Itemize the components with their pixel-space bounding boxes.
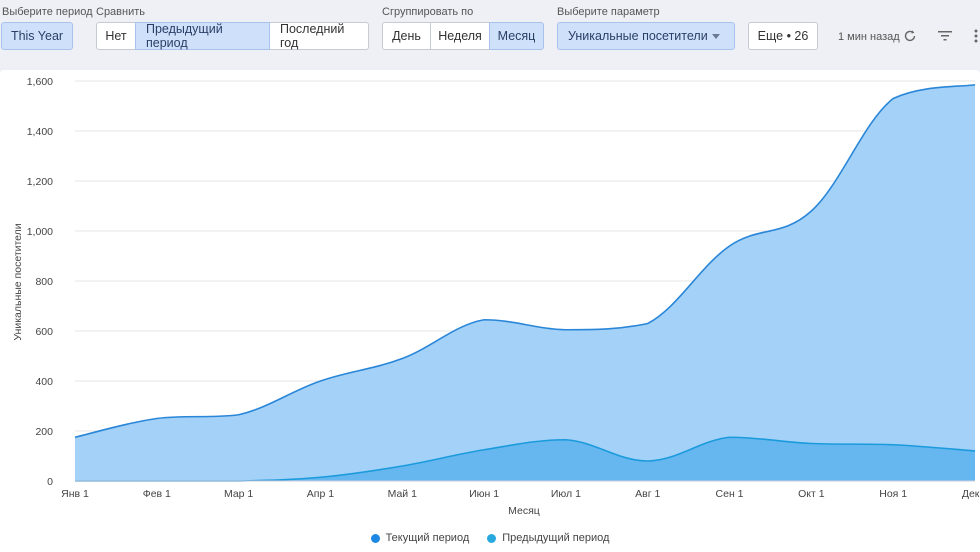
y-tick-label: 1,600 [27, 76, 53, 88]
legend-label-previous: Предыдущий период [502, 532, 610, 544]
y-axis-ticks: 0 200 400 600 800 1,000 1,200 1,400 1,600 [27, 76, 53, 488]
group-option-week[interactable]: Неделя [430, 22, 490, 50]
chart-areas [74, 83, 976, 482]
x-tick-label: Мар 1 [224, 488, 253, 500]
line-current-period [74, 83, 976, 439]
more-vertical-icon[interactable] [967, 27, 980, 45]
group-label: Сгруппировать по [382, 6, 474, 18]
period-select-button[interactable]: This Year [1, 22, 73, 50]
y-tick-label: 0 [47, 476, 53, 488]
x-tick-label: Ноя 1 [879, 488, 907, 500]
refresh-icon[interactable] [901, 27, 919, 45]
legend-label-current: Текущий период [385, 532, 470, 544]
y-axis-label: Уникальные посетители [12, 223, 24, 340]
y-tick-label: 1,400 [27, 126, 53, 138]
x-tick-label: Янв 1 [61, 488, 89, 500]
area-current-period [75, 84, 975, 481]
x-tick-label: Июн 1 [469, 488, 499, 500]
legend-marker-previous [487, 533, 497, 543]
y-tick-label: 1,200 [27, 176, 53, 188]
y-tick-label: 200 [35, 426, 53, 438]
legend-marker-current [370, 533, 380, 543]
legend-item-previous[interactable]: Предыдущий период [487, 531, 609, 545]
group-option-day[interactable]: День [382, 22, 431, 50]
y-tick-label: 1,000 [27, 226, 53, 238]
chart-legend: Текущий период Предыдущий период [0, 531, 980, 545]
x-tick-label: Авг 1 [635, 488, 660, 500]
compare-group: Нет Предыдущий период Последний год [96, 22, 369, 50]
last-updated-text: 1 мин назад [838, 31, 900, 43]
group-option-month[interactable]: Месяц [489, 22, 544, 50]
x-tick-label: Фев 1 [143, 488, 171, 500]
x-tick-label: Дек 1 [962, 488, 980, 500]
more-button[interactable]: Еще • 26 [748, 22, 818, 50]
x-tick-label: Апр 1 [307, 488, 334, 500]
x-axis-label: Месяц [508, 505, 540, 517]
caret-down-icon [712, 34, 720, 39]
legend-item-current[interactable]: Текущий период [370, 531, 470, 545]
x-axis-ticks: Янв 1 Фев 1 Мар 1 Апр 1 Май 1 Июн 1 Июл 1 Авг 1… [61, 488, 980, 500]
y-tick-label: 800 [35, 276, 53, 288]
filter-icon[interactable] [936, 27, 954, 45]
group-by-group: День Неделя Месяц [382, 22, 544, 50]
param-select-value: Уникальные посетители [568, 29, 708, 43]
period-label: Выберите период [2, 6, 93, 18]
compare-label: Сравнить [96, 6, 146, 18]
area-previous-period [75, 437, 975, 481]
y-tick-label: 600 [35, 326, 53, 338]
x-tick-label: Окт 1 [798, 488, 825, 500]
x-tick-label: Май 1 [388, 488, 417, 500]
x-tick-label: Сен 1 [716, 488, 744, 500]
param-select-dropdown[interactable]: Уникальные посетители [557, 22, 735, 50]
compare-option-last-year[interactable]: Последний год [269, 22, 369, 50]
x-tick-label: Июл 1 [551, 488, 581, 500]
compare-option-previous-period[interactable]: Предыдущий период [135, 22, 270, 50]
param-label: Выберите параметр [557, 6, 660, 18]
y-tick-label: 400 [35, 376, 53, 388]
